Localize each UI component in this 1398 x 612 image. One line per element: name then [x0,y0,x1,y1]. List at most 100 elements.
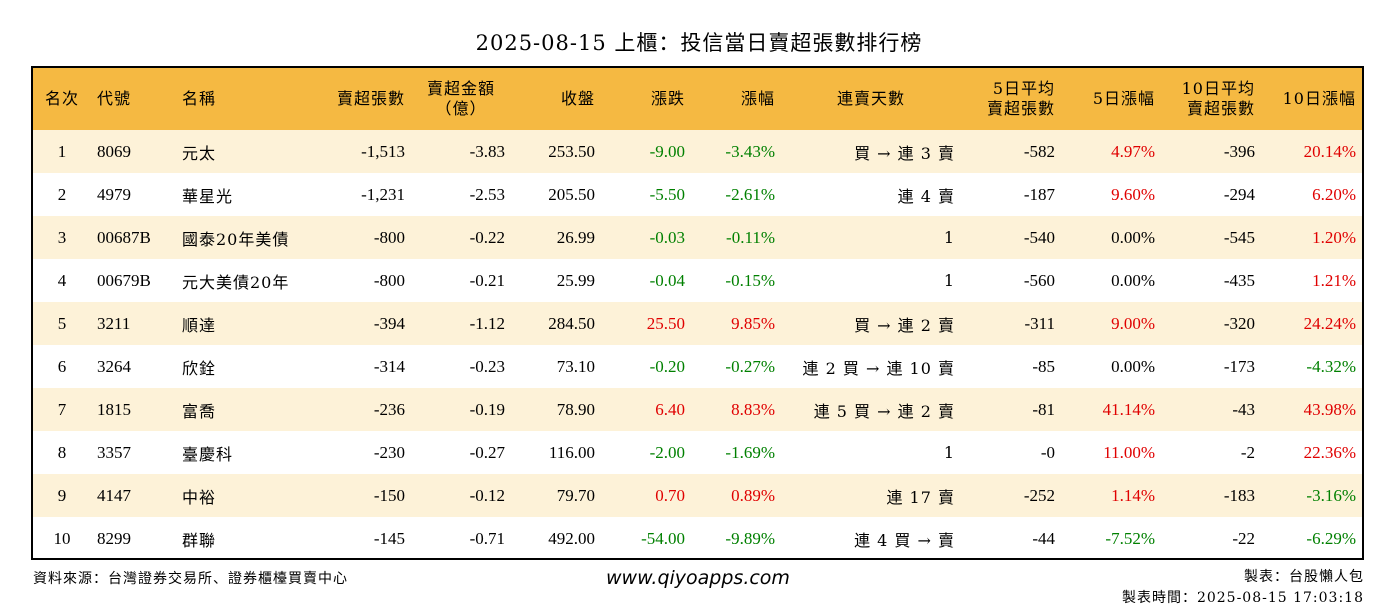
table-row: 3 00687B 國泰20年美債 -800 -0.22 26.99 -0.03 -0.11% 1… [33,216,1362,259]
cell-pct10: -3.16% [1306,485,1356,505]
cell-close: 25.99 [556,270,595,290]
cell-name: 元大美債20年 [182,272,290,292]
cell-change: 0.70 [655,485,685,505]
header-pct: 漲幅 [740,89,775,108]
cell-change: -5.50 [649,184,685,204]
website-link[interactable]: www.qiyoapps.com [606,567,790,589]
cell-pct10: -4.32% [1306,356,1356,376]
cell-avg5: -81 [1032,399,1055,419]
author-note: 製表：台股懶人包 [1244,569,1364,585]
cell-pct5: 41.14% [1102,399,1155,419]
cell-name: 臺慶科 [182,444,234,464]
cell-name: 富喬 [182,401,217,421]
table-row: 8 3357 臺慶科 -230 -0.27 116.00 -2.00 -1.69% 1 -0 11.… [33,431,1362,474]
header-pct10: 10日漲幅 [1282,89,1356,108]
cell-pct: -1.69% [725,442,775,462]
header-change: 漲跌 [650,89,685,108]
cell-streak: 1 [943,443,955,462]
cell-code: 4147 [97,485,131,505]
cell-streak: 連 2 買 → 連 10 賣 [802,358,955,378]
header-pct5: 5日漲幅 [1092,89,1155,108]
cell-pct10: -6.29% [1306,528,1356,548]
cell-avg5: -311 [1024,313,1055,333]
header-close: 收盤 [560,89,595,108]
cell-pct10: 43.98% [1303,399,1356,419]
cell-streak: 1 [943,228,955,247]
cell-change: -9.00 [649,141,685,161]
cell-code: 00687B [97,227,151,247]
cell-close: 116.00 [548,442,595,462]
cell-avg5: -582 [1023,141,1055,161]
cell-close: 284.50 [548,313,595,333]
header-rank: 名次 [44,89,79,108]
cell-pct10: 24.24% [1303,313,1356,333]
cell-avg10: -545 [1223,227,1255,247]
footer-credits: 製表：台股懶人包 製表時間：2025-08-15 17:03:18 [1122,567,1364,609]
data-source-note: 資料來源：台灣證券交易所、證券櫃檯買賣中心 [33,571,348,587]
cell-sell-amount: -0.23 [469,356,505,376]
cell-avg5: -0 [1040,442,1055,462]
cell-pct10: 22.36% [1303,442,1356,462]
cell-pct: 8.83% [731,399,775,419]
cell-sell-amount: -0.19 [469,399,505,419]
cell-pct5: 0.00% [1111,227,1155,247]
cell-sell-lots: -230 [373,442,405,462]
table-row: 4 00679B 元大美債20年 -800 -0.21 25.99 -0.04 -0.15% 1… [33,259,1362,302]
table-row: 5 3211 順達 -394 -1.12 284.50 25.50 9.85% 買 → 連 2 … [33,302,1362,345]
cell-code: 8299 [97,528,131,548]
cell-close: 492.00 [548,528,595,548]
cell-pct: -9.89% [725,528,775,548]
cell-avg10: -294 [1223,184,1255,204]
cell-pct5: 1.14% [1111,485,1155,505]
cell-pct: 0.89% [731,485,775,505]
cell-change: -2.00 [649,442,685,462]
cell-pct: -3.43% [725,141,775,161]
cell-sell-amount: -0.21 [469,270,505,290]
cell-name: 順達 [182,315,217,335]
cell-sell-lots: -1,231 [361,184,405,204]
cell-sell-amount: -0.22 [469,227,505,247]
cell-pct5: -7.52% [1105,528,1155,548]
generated-time: 製表時間：2025-08-15 17:03:18 [1121,590,1364,606]
header-avg5: 5日平均 賣超張數 [986,79,1055,118]
cell-rank: 1 [57,141,67,161]
cell-sell-amount: -0.71 [469,528,505,548]
cell-change: 25.50 [646,313,685,333]
cell-sell-lots: -1,513 [361,141,405,161]
cell-name: 欣銓 [182,358,217,378]
cell-sell-amount: -1.12 [469,313,505,333]
table-header-row: 名次 代號 名稱 賣超張數 賣超金額 （億） 收盤 漲跌 漲幅 連賣天數 5日平… [33,68,1362,130]
cell-rank: 4 [57,270,67,290]
cell-sell-lots: -800 [373,270,405,290]
cell-avg10: -396 [1223,141,1255,161]
cell-pct: 9.85% [731,313,775,333]
table-row: 6 3264 欣銓 -314 -0.23 73.10 -0.20 -0.27% 連 2 買 → … [33,345,1362,388]
cell-avg10: -320 [1223,313,1255,333]
cell-change: -54.00 [641,528,685,548]
cell-streak: 買 → 連 3 賣 [854,143,955,163]
cell-code: 00679B [97,270,151,290]
cell-avg5: -85 [1032,356,1055,376]
cell-change: -0.04 [649,270,685,290]
cell-avg10: -22 [1232,528,1255,548]
header-sell-amount: 賣超金額 （億） [426,79,495,118]
cell-avg10: -183 [1223,485,1255,505]
cell-avg10: -2 [1240,442,1255,462]
cell-sell-lots: -314 [373,356,405,376]
header-sell-lots: 賣超張數 [336,89,405,108]
cell-close: 78.90 [556,399,595,419]
cell-close: 26.99 [556,227,595,247]
cell-pct5: 0.00% [1111,270,1155,290]
cell-code: 8069 [97,141,131,161]
cell-pct: -0.27% [725,356,775,376]
cell-sell-lots: -800 [373,227,405,247]
cell-avg10: -435 [1223,270,1255,290]
cell-pct: -0.15% [725,270,775,290]
cell-code: 3211 [97,313,131,333]
cell-code: 1815 [97,399,131,419]
table-row: 2 4979 華星光 -1,231 -2.53 205.50 -5.50 -2.61% 連 4 … [33,173,1362,216]
cell-avg5: -560 [1023,270,1055,290]
header-name: 名稱 [182,89,217,108]
header-avg10: 10日平均 賣超張數 [1181,79,1255,118]
cell-streak: 1 [943,271,955,290]
